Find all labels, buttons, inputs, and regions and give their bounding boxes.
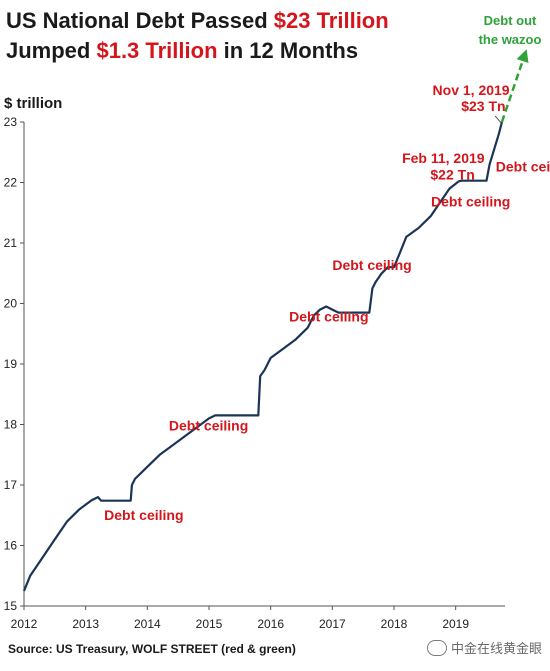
green-annotation-line-2: the wazoo [479, 32, 542, 47]
nov-2019-date-label: Nov 1, 2019 [433, 82, 510, 98]
feb-2019-value-label: $22 Tn [430, 166, 474, 182]
x-tick-label: 2014 [134, 617, 161, 631]
chart-series [22, 121, 503, 592]
debt-ceiling-label: Debt ceiling [332, 257, 411, 273]
title-prefix-2: Jumped [6, 38, 97, 63]
y-tick-label: 20 [4, 297, 18, 311]
y-tick-label: 21 [4, 236, 18, 250]
title-suffix-2: in 12 Months [217, 38, 359, 63]
x-tick-label: 2019 [442, 617, 469, 631]
debt-series-line [22, 121, 503, 592]
y-tick-label: 22 [4, 176, 18, 190]
watermark-text: 中金在线黄金眼 [450, 641, 542, 656]
debt-ceiling-label: Debt ceiling [169, 418, 248, 434]
y-tick-label: 17 [4, 478, 18, 492]
chart-ticks: 15 16 17 18 19 20 21 22 23 2012 2013 2014 2015 2016 20… [4, 115, 470, 631]
source-note: Source: US Treasury, WOLF STREET (red & … [8, 642, 296, 656]
green-annotation-line-1: Debt out [484, 13, 537, 28]
title-highlight-2: $1.3 Trillion [96, 38, 218, 63]
chart-title-line-2: Jumped $1.3 Trillion in 12 Months [6, 38, 358, 64]
debt-ceiling-label: Debt ceiling [496, 159, 550, 175]
title-highlight-1: $23 Trillion [273, 8, 389, 33]
title-prefix-1: US National Debt Passed [6, 8, 274, 33]
feb-2019-date-label: Feb 11, 2019 [402, 150, 485, 166]
nov-2019-leader [494, 115, 502, 124]
x-tick-label: 2017 [319, 617, 346, 631]
y-tick-label: 18 [4, 418, 18, 432]
nov-2019-value-label: $23 Tn [461, 98, 505, 114]
x-tick-label: 2012 [11, 617, 38, 631]
y-tick-label: 19 [4, 357, 18, 371]
debt-ceiling-label: Debt ceiling [104, 507, 183, 523]
x-tick-label: 2016 [257, 617, 284, 631]
x-tick-label: 2015 [196, 617, 223, 631]
y-axis-label: $ trillion [4, 95, 63, 112]
green-projection-arrow [500, 49, 529, 123]
chart-title-line-1: US National Debt Passed $23 Trillion [6, 8, 389, 34]
chart-annotations: Debt ceiling Debt ceiling Debt ceiling Debt… [104, 13, 550, 523]
chat-bubble-icon [426, 639, 447, 656]
y-tick-label: 23 [4, 115, 18, 129]
y-tick-label: 15 [4, 599, 18, 613]
debt-ceiling-label: Debt ceiling [289, 309, 368, 325]
x-tick-label: 2013 [72, 617, 99, 631]
y-tick-label: 16 [4, 539, 18, 553]
feb-2019-leader [458, 181, 460, 183]
x-tick-label: 2018 [381, 617, 408, 631]
debt-ceiling-label: Debt ceiling [431, 194, 510, 210]
watermark: 中金在线黄金眼 [426, 638, 542, 657]
